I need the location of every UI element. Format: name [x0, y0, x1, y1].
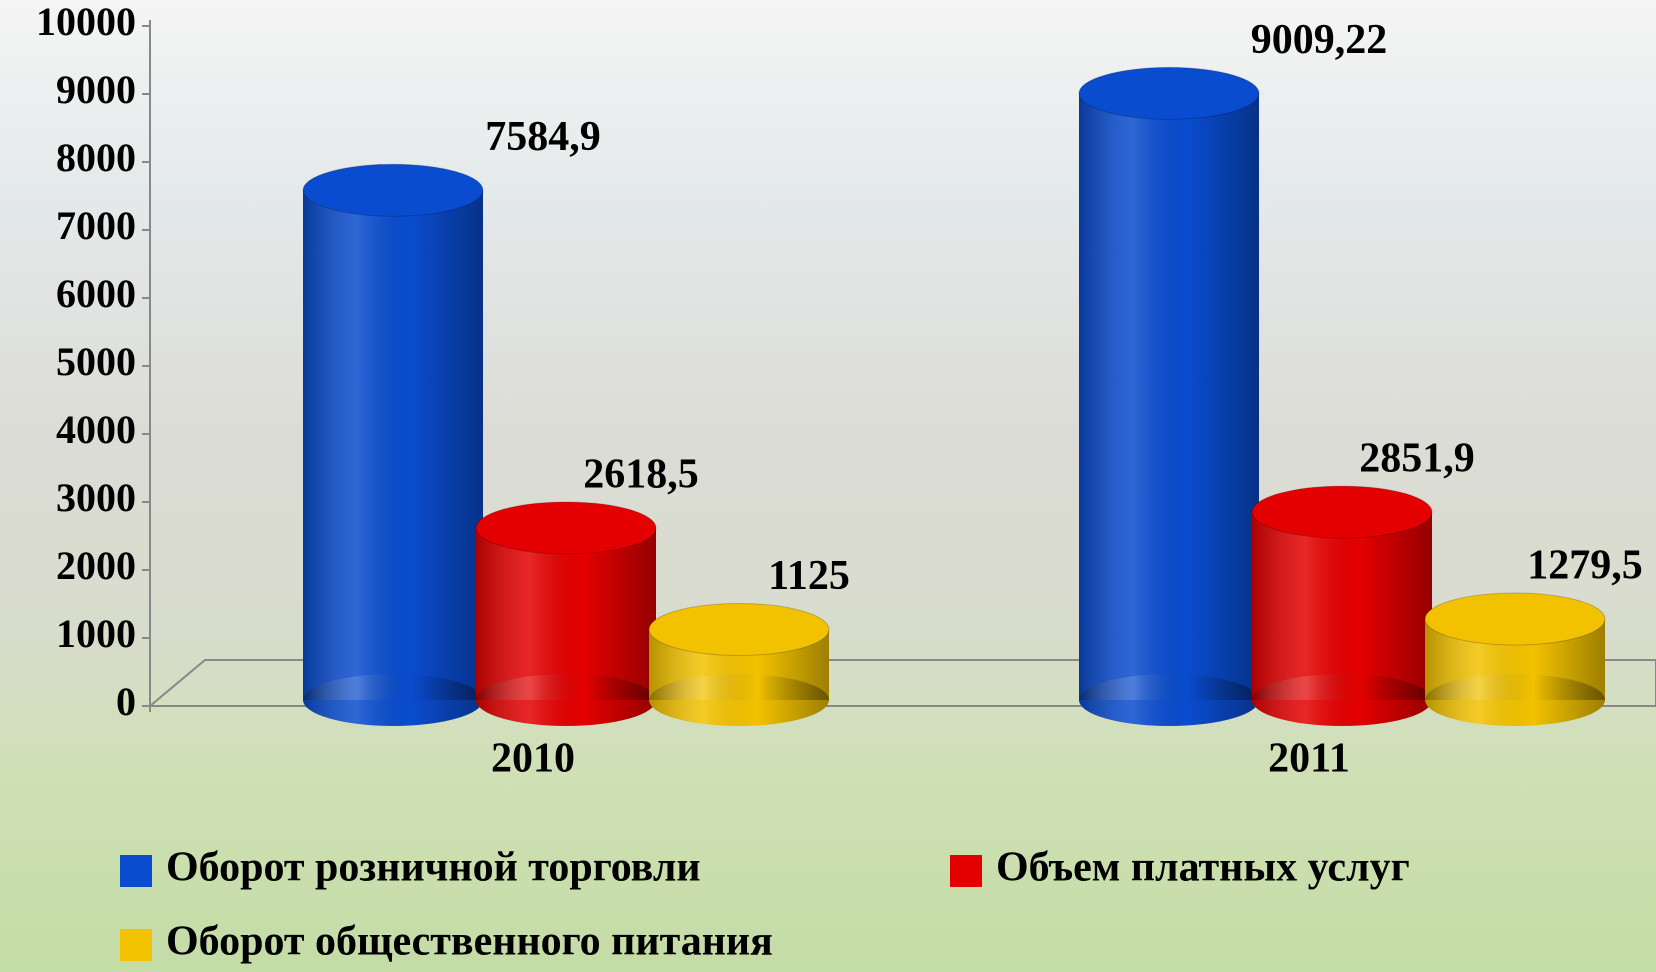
x-tick-label: 2011 [1268, 736, 1350, 782]
y-tick-label: 9000 [56, 67, 136, 112]
cylinder [648, 603, 830, 726]
cylinder [475, 501, 657, 726]
legend-label: Объем платных услуг [996, 845, 1410, 891]
cylinder-shade-bottom [1252, 674, 1432, 726]
y-tick-label: 8000 [56, 135, 136, 180]
cylinder-shade-bottom [1425, 674, 1605, 726]
y-tick-label: 4000 [56, 407, 136, 452]
cylinder-top [1424, 592, 1606, 646]
cylinder-shade [303, 190, 483, 700]
y-tick-label: 1000 [56, 611, 136, 656]
value-label: 9009,22 [1251, 17, 1388, 63]
legend-label: Оборот розничной торговли [166, 845, 701, 891]
cylinder [1251, 485, 1433, 726]
cylinder [302, 163, 484, 726]
value-label: 1125 [768, 553, 850, 599]
cylinder-shade-bottom [649, 674, 829, 726]
legend-swatch [120, 855, 152, 887]
cylinder-shade-bottom [476, 674, 656, 726]
cylinder-shade-bottom [1079, 674, 1259, 726]
value-label: 1279,5 [1527, 543, 1643, 589]
cylinder-top [475, 501, 657, 555]
value-label: 7584,9 [485, 114, 601, 160]
cylinder-top [1078, 66, 1260, 120]
y-tick-label: 2000 [56, 543, 136, 588]
cylinder-shade [1252, 512, 1432, 700]
cylinder-shade [1079, 93, 1259, 700]
y-tick-label: 7000 [56, 203, 136, 248]
cylinder-shade-bottom [303, 674, 483, 726]
cylinder-top [648, 603, 830, 656]
cylinder-top [302, 163, 484, 217]
cylinder [1424, 592, 1606, 726]
legend-swatch [120, 929, 152, 961]
x-tick-label: 2010 [491, 736, 575, 782]
y-tick-label: 3000 [56, 475, 136, 520]
cylinder-top [1251, 485, 1433, 539]
value-label: 2851,9 [1359, 436, 1475, 482]
y-tick-label: 10000 [36, 0, 136, 44]
value-label: 2618,5 [583, 452, 699, 498]
cylinder [1078, 66, 1260, 726]
legend-label: Оборот общественного питания [166, 919, 773, 965]
cylinder-shade [476, 527, 656, 700]
y-tick-label: 5000 [56, 339, 136, 384]
y-tick-label: 6000 [56, 271, 136, 316]
y-tick-label: 0 [116, 679, 136, 724]
legend-swatch [950, 855, 982, 887]
